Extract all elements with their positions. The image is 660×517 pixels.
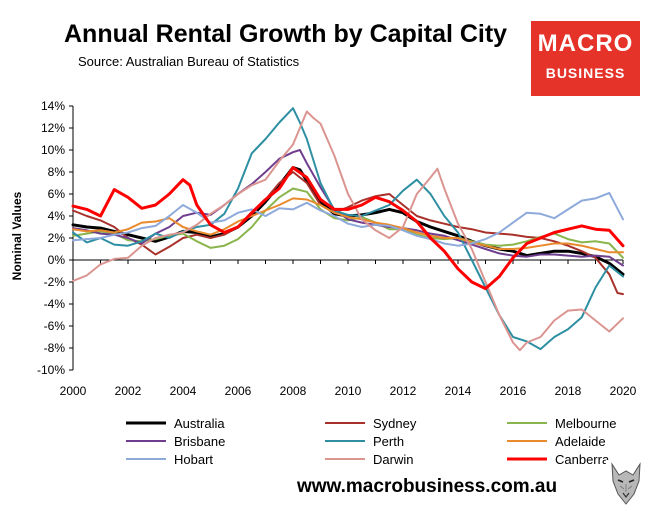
y-tick-label: 0%	[48, 253, 66, 267]
y-tick-label: 14%	[41, 99, 65, 113]
legend-label-melbourne: Melbourne	[555, 416, 616, 431]
wolf-logo-icon	[606, 460, 646, 508]
series-line-hobart	[72, 191, 624, 247]
logo-line-business: BUSINESS	[545, 65, 626, 81]
legend-label-hobart: Hobart	[174, 452, 213, 467]
series-line-canberra	[71, 166, 625, 291]
y-tick-label: 2%	[48, 231, 66, 245]
y-tick-label: 6%	[48, 187, 66, 201]
y-tick-label: -6%	[44, 319, 66, 333]
x-tick-label: 2020	[610, 384, 637, 398]
y-tick-label: -2%	[44, 275, 66, 289]
x-tick-label: 2014	[445, 384, 472, 398]
footer-url: www.macrobusiness.com.au	[297, 476, 558, 497]
legend-label-adelaide: Adelaide	[555, 434, 606, 449]
x-tick-label: 2000	[60, 384, 87, 398]
x-tick-label: 2002	[115, 384, 142, 398]
x-tick-label: 2006	[225, 384, 252, 398]
y-axis-label: Nominal Values	[10, 191, 24, 280]
y-tick-label: -4%	[44, 297, 66, 311]
series-line-darwin	[72, 110, 624, 352]
y-tick-label: 10%	[41, 143, 65, 157]
y-tick-label: 12%	[41, 121, 65, 135]
y-tick-label: 4%	[48, 209, 66, 223]
x-tick-label: 2012	[390, 384, 417, 398]
y-tick-label: 8%	[48, 165, 66, 179]
chart-series-lines	[71, 107, 625, 352]
x-tick-label: 2018	[555, 384, 582, 398]
y-tick-label: -8%	[44, 341, 66, 355]
legend-label-brisbane: Brisbane	[174, 434, 225, 449]
x-tick-label: 2016	[500, 384, 527, 398]
legend-label-sydney: Sydney	[373, 416, 417, 431]
chart-subtitle: Source: Australian Bureau of Statistics	[78, 54, 300, 69]
macrobusiness-logo: MACRO BUSINESS	[531, 21, 640, 96]
legend-label-perth: Perth	[373, 434, 404, 449]
legend-label-darwin: Darwin	[373, 452, 413, 467]
chart-title: Annual Rental Growth by Capital City	[64, 20, 508, 48]
legend-label-australia: Australia	[174, 416, 225, 431]
x-tick-label: 2010	[335, 384, 362, 398]
x-tick-label: 2004	[170, 384, 197, 398]
logo-line-macro: MACRO	[537, 30, 634, 57]
series-line-perth	[72, 107, 624, 351]
chart-legend: Australia Sydney Melbourne Brisbane Perth Ade…	[126, 416, 616, 467]
chart-ticks: -10% -8% -6% -4% -2% 0% 2% 4% 6% 8% 10% 12% 14% 2000 2…	[37, 99, 637, 398]
chart-svg: -10% -8% -6% -4% -2% 0% 2% 4% 6% 8% 10% 12% 14% 2000 2…	[10, 99, 637, 467]
x-tick-label: 2008	[280, 384, 307, 398]
y-tick-label: -10%	[37, 363, 65, 377]
legend-label-canberra: Canberra	[555, 452, 610, 467]
